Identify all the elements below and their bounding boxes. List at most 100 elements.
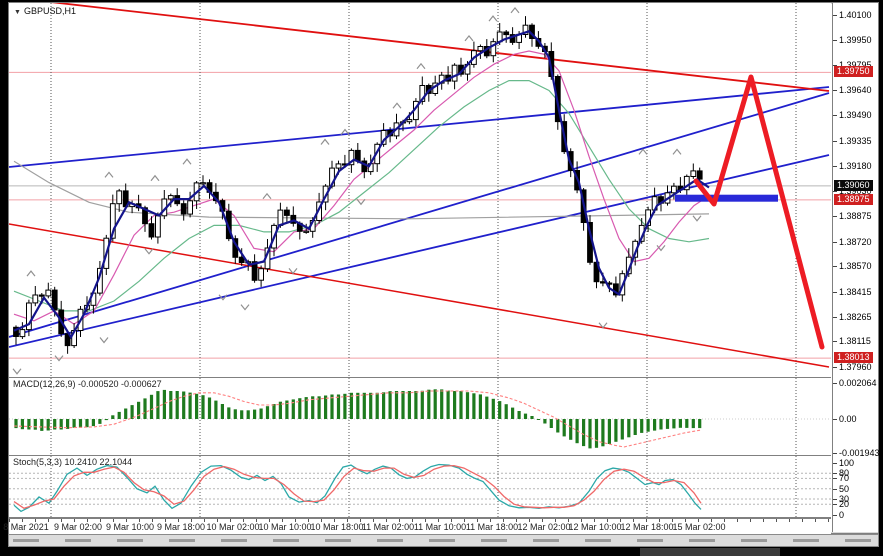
price-tick-label: 1.38570 xyxy=(833,261,878,271)
stoch-label: Stoch(5,3,3) 10.2410 22.1044 xyxy=(13,457,133,467)
fractal-up-icon xyxy=(262,192,272,200)
symbol-selector[interactable]: ▼ GBPUSD,H1 xyxy=(14,6,76,16)
macd-histogram-bar xyxy=(498,401,502,419)
macd-histogram-bar xyxy=(440,389,444,419)
macd-histogram-bar xyxy=(137,401,141,419)
time-axis-label: 10 Mar 02:00 xyxy=(206,522,260,532)
candle-body xyxy=(419,85,426,102)
candle-body xyxy=(116,190,123,205)
macd-histogram-bar xyxy=(356,392,360,419)
time-axis-label: 10 Mar 10:00 xyxy=(258,522,312,532)
price-tick-label: 1.39795 xyxy=(833,60,878,70)
candle-body xyxy=(251,261,258,281)
time-axis-label: 15 Mar 02:00 xyxy=(672,522,726,532)
candle-body xyxy=(200,182,206,185)
price-tick-label: 1.39490 xyxy=(833,110,878,120)
macd-histogram-bar xyxy=(562,419,566,437)
candle-body xyxy=(690,170,697,177)
macd-histogram-bar xyxy=(72,419,76,428)
macd-histogram-bar xyxy=(678,419,682,428)
candle-body xyxy=(406,119,413,123)
fractal-up-icon xyxy=(638,148,648,155)
time-axis-label: 12 Mar 18:00 xyxy=(620,522,674,532)
macd-histogram-bar xyxy=(427,389,431,419)
time-axis-label: 11 Mar 10:00 xyxy=(413,522,467,532)
time-axis[interactable]: 8 Mar 2021 9 Mar 02:00 9 Mar 10:00 9 Mar 18… xyxy=(3,518,831,534)
macd-histogram-bar xyxy=(66,419,70,429)
fractal-up-icon xyxy=(104,171,114,178)
macd-histogram-bar xyxy=(672,419,676,429)
macd-histogram-bar xyxy=(40,419,44,431)
support-zone-highlight[interactable] xyxy=(675,194,778,202)
macd-histogram-bar xyxy=(594,419,599,448)
macd-histogram-bar xyxy=(607,419,611,444)
stoch-pane[interactable]: Stoch(5,3,3) 10.2410 22.1044 xyxy=(9,456,831,518)
forecast-arrow-drawing[interactable] xyxy=(693,74,825,350)
candle-body xyxy=(522,24,529,36)
candle-body xyxy=(696,170,703,180)
time-axis-label: 11 Mar 02:00 xyxy=(361,522,415,532)
ma-pink-line xyxy=(13,50,710,325)
candle-body xyxy=(187,200,193,215)
macd-histogram-bar xyxy=(214,400,218,419)
stoch-d-line xyxy=(13,464,702,510)
price-tick-label: 1.39030 xyxy=(833,186,878,196)
macd-pane[interactable]: MACD(12,26,9) -0.000520 -0.000627 xyxy=(9,378,831,456)
macd-signal-line xyxy=(13,390,702,448)
main-chart-pane[interactable]: ▼ GBPUSD,H1 xyxy=(9,3,831,378)
macd-histogram-bar xyxy=(362,392,366,419)
fractal-up-icon xyxy=(488,15,498,22)
candle-body xyxy=(148,223,155,238)
time-axis-label: 12 Mar 10:00 xyxy=(568,522,622,532)
bottom-strip-marks xyxy=(13,539,878,542)
macd-histogram-bar xyxy=(536,419,540,420)
fractal-up-icon xyxy=(182,158,192,165)
blue-trendline[interactable] xyxy=(9,154,830,348)
macd-histogram-bar xyxy=(46,419,50,431)
macd-histogram-bar xyxy=(472,393,476,419)
macd-histogram-bar xyxy=(407,391,411,419)
macd-histogram-bar xyxy=(614,419,618,442)
fractal-up-icon xyxy=(672,148,682,155)
macd-histogram-bar xyxy=(117,411,121,419)
macd-histogram-bar xyxy=(195,393,199,419)
macd-axis-label: 0.00 xyxy=(833,414,878,424)
candle-body xyxy=(303,230,310,233)
macd-histogram-bar xyxy=(343,393,347,419)
price-axis[interactable]: 1.40100 1.39950 1.39795 1.39640 1.39490 1.393… xyxy=(832,3,880,532)
macd-histogram-bar xyxy=(491,398,495,419)
price-tick-label: 1.38415 xyxy=(833,287,878,297)
macd-histogram-bar xyxy=(556,419,560,433)
fractal-up-icon xyxy=(26,270,36,277)
time-axis-label: 9 Mar 02:00 xyxy=(53,522,103,532)
macd-histogram-bar xyxy=(388,391,392,419)
blue-trendline[interactable] xyxy=(9,86,830,168)
macd-histogram-bar xyxy=(291,399,295,419)
macd-histogram-bar xyxy=(382,392,386,419)
macd-histogram-bar xyxy=(175,391,179,419)
stoch-axis-label: 30 xyxy=(833,494,878,504)
macd-histogram-bar xyxy=(336,394,341,419)
macd-histogram-bar xyxy=(633,419,637,435)
time-axis-label: 9 Mar 18:00 xyxy=(156,522,206,532)
macd-histogram-bar xyxy=(201,395,205,419)
price-badge-1.38013: 1.38013 xyxy=(834,352,873,363)
macd-histogram-bar xyxy=(530,416,534,419)
candle-body xyxy=(490,41,497,57)
blue-trendline[interactable] xyxy=(9,92,830,338)
fractal-up-icon xyxy=(320,138,330,145)
price-tick-label: 1.38720 xyxy=(833,237,878,247)
candle-body xyxy=(683,175,690,191)
macd-histogram-bar xyxy=(278,401,282,419)
macd-histogram-bar xyxy=(143,398,147,419)
candle-body xyxy=(613,283,619,296)
red-trendline[interactable] xyxy=(24,3,830,92)
red-trendline[interactable] xyxy=(9,223,830,368)
macd-histogram-bar xyxy=(511,407,515,419)
price-tick-label: 1.38265 xyxy=(833,312,878,322)
macd-label: MACD(12,26,9) -0.000520 -0.000627 xyxy=(13,379,162,389)
stoch-axis-label: 80 xyxy=(833,468,878,478)
macd-histogram-bar xyxy=(478,394,482,419)
symbol-label: GBPUSD,H1 xyxy=(23,6,76,16)
price-tick-label: 1.38875 xyxy=(833,211,878,221)
